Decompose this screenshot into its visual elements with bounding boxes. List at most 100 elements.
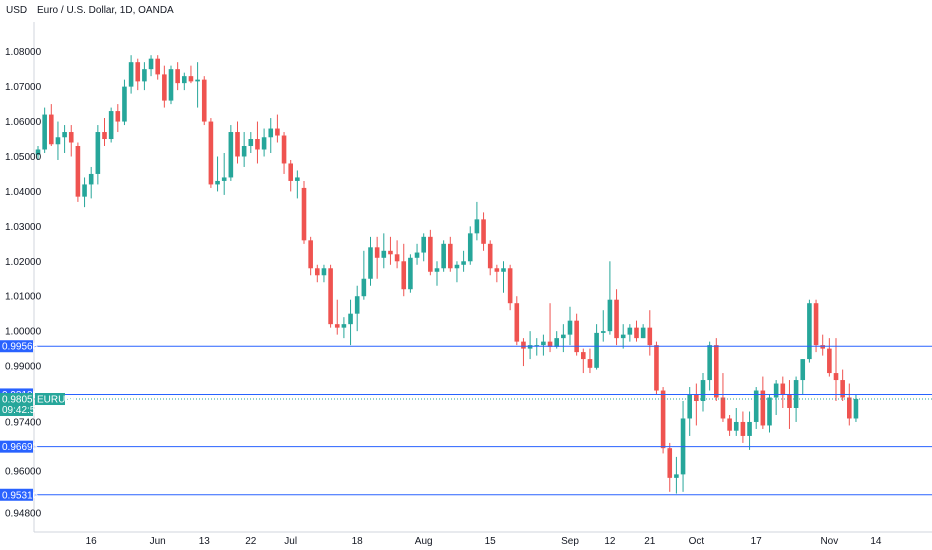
candle[interactable] bbox=[268, 118, 274, 153]
candle[interactable] bbox=[561, 324, 566, 353]
candle[interactable] bbox=[780, 376, 786, 408]
candle[interactable] bbox=[733, 407, 739, 436]
candle[interactable] bbox=[820, 334, 825, 356]
candle[interactable] bbox=[607, 261, 613, 335]
candle[interactable] bbox=[620, 324, 626, 349]
candle[interactable] bbox=[348, 299, 353, 346]
candle[interactable] bbox=[434, 261, 440, 286]
candle[interactable] bbox=[388, 236, 393, 265]
candle[interactable] bbox=[235, 121, 240, 164]
candle[interactable] bbox=[354, 285, 360, 332]
candle[interactable] bbox=[35, 146, 41, 160]
candle[interactable] bbox=[175, 62, 180, 91]
candle[interactable] bbox=[321, 264, 327, 283]
candle[interactable] bbox=[787, 380, 792, 429]
candle[interactable] bbox=[95, 125, 101, 185]
candle[interactable] bbox=[667, 442, 673, 492]
candle[interactable] bbox=[581, 348, 586, 374]
time-axis[interactable]: 16 Jun 13 22 Jul 18 Aug 15 Sep 12 21 Oct 17 Nov 14 bbox=[86, 536, 882, 547]
candle[interactable] bbox=[275, 114, 280, 143]
candle[interactable] bbox=[288, 159, 293, 192]
candle[interactable] bbox=[441, 240, 446, 272]
candle[interactable] bbox=[328, 264, 333, 328]
candle[interactable] bbox=[201, 76, 207, 126]
candle[interactable] bbox=[501, 261, 506, 293]
horizontal-lines[interactable] bbox=[34, 345, 932, 496]
candle[interactable] bbox=[600, 310, 606, 342]
candle[interactable] bbox=[221, 152, 227, 195]
candle[interactable] bbox=[674, 456, 679, 494]
candle[interactable] bbox=[813, 299, 819, 353]
candle[interactable] bbox=[374, 236, 380, 279]
candle[interactable] bbox=[208, 118, 214, 188]
candle[interactable] bbox=[301, 180, 307, 244]
candle[interactable] bbox=[487, 240, 493, 276]
candle[interactable] bbox=[647, 310, 653, 356]
candle[interactable] bbox=[507, 264, 513, 311]
candle[interactable] bbox=[408, 254, 413, 293]
candle[interactable] bbox=[75, 142, 81, 202]
candle[interactable] bbox=[614, 289, 619, 346]
candle[interactable] bbox=[334, 299, 340, 335]
candle[interactable] bbox=[128, 55, 134, 94]
candle[interactable] bbox=[195, 62, 200, 108]
candle[interactable] bbox=[727, 414, 732, 436]
candle[interactable] bbox=[640, 324, 646, 339]
candle[interactable] bbox=[714, 338, 719, 402]
candle[interactable] bbox=[361, 250, 367, 300]
candle[interactable] bbox=[807, 299, 812, 363]
candle[interactable] bbox=[847, 383, 852, 426]
candle[interactable] bbox=[747, 411, 752, 450]
candle[interactable] bbox=[115, 104, 121, 133]
candle[interactable] bbox=[135, 58, 141, 91]
candle[interactable] bbox=[215, 156, 220, 192]
candle[interactable] bbox=[308, 236, 313, 276]
candle[interactable] bbox=[162, 65, 167, 108]
candle[interactable] bbox=[228, 125, 234, 181]
candle[interactable] bbox=[394, 240, 400, 269]
candle[interactable] bbox=[521, 338, 526, 367]
candle[interactable] bbox=[295, 170, 300, 199]
candle[interactable] bbox=[341, 317, 347, 339]
candle[interactable] bbox=[42, 107, 47, 153]
candle[interactable] bbox=[833, 338, 839, 402]
candle[interactable] bbox=[687, 387, 692, 436]
candle[interactable] bbox=[401, 243, 407, 297]
candle[interactable] bbox=[587, 348, 593, 374]
candle[interactable] bbox=[494, 264, 500, 283]
candle[interactable] bbox=[654, 341, 659, 395]
candle[interactable] bbox=[461, 250, 466, 272]
candle[interactable] bbox=[68, 125, 74, 157]
candle[interactable] bbox=[88, 166, 94, 199]
candle[interactable] bbox=[188, 65, 194, 84]
candle[interactable] bbox=[574, 313, 579, 356]
candle[interactable] bbox=[660, 387, 666, 454]
candle[interactable] bbox=[55, 121, 61, 160]
candle[interactable] bbox=[248, 132, 254, 153]
candle[interactable] bbox=[108, 107, 114, 143]
candle[interactable] bbox=[627, 324, 633, 342]
candle[interactable] bbox=[767, 394, 772, 433]
candle[interactable] bbox=[155, 55, 160, 80]
candle[interactable] bbox=[773, 380, 779, 415]
candle[interactable] bbox=[168, 65, 174, 105]
candle[interactable] bbox=[800, 359, 806, 395]
candle[interactable] bbox=[594, 324, 599, 370]
candle[interactable] bbox=[448, 236, 453, 272]
candle[interactable] bbox=[740, 411, 746, 443]
candle[interactable] bbox=[534, 338, 540, 356]
candle[interactable] bbox=[82, 177, 87, 208]
candle[interactable] bbox=[148, 55, 154, 77]
candle[interactable] bbox=[547, 303, 553, 353]
candle[interactable] bbox=[567, 306, 573, 346]
candle[interactable] bbox=[241, 132, 247, 167]
candle[interactable] bbox=[381, 233, 387, 269]
candle[interactable] bbox=[102, 118, 107, 147]
candle[interactable] bbox=[720, 373, 726, 422]
candle[interactable] bbox=[827, 338, 832, 377]
candle[interactable] bbox=[62, 125, 67, 153]
candle[interactable] bbox=[541, 334, 546, 356]
candle[interactable] bbox=[421, 233, 426, 262]
candle[interactable] bbox=[255, 121, 260, 164]
candle[interactable] bbox=[315, 264, 320, 283]
